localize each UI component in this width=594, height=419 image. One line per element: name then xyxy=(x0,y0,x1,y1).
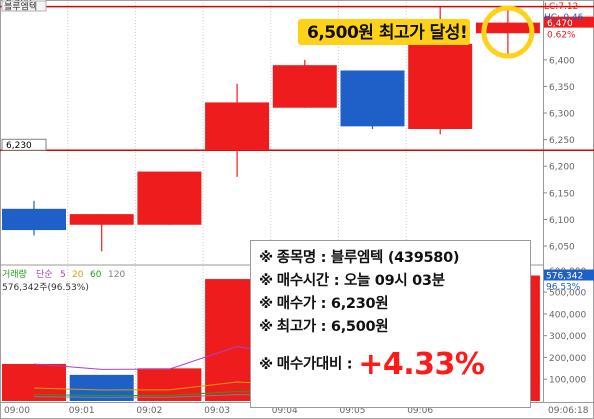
candle-body xyxy=(340,70,405,127)
title-tab xyxy=(1,0,47,12)
time-tick-label: 09:05 xyxy=(340,406,366,416)
reference-tag-label: 6,230 xyxy=(6,141,32,151)
annotation-text: 6,500원 최고가 달성! xyxy=(307,22,467,43)
time-tick-label: 09:01 xyxy=(69,406,95,416)
volume-ma-period: 20 xyxy=(72,270,84,280)
price-tick-label: 6,300 xyxy=(549,110,575,120)
candle-body xyxy=(272,65,337,108)
reference-tag xyxy=(1,138,47,151)
volume-current-pct: 96.53% xyxy=(546,283,581,293)
return-percent: +4.33% xyxy=(358,347,485,382)
candle-body xyxy=(205,102,270,151)
highlight-circle xyxy=(481,5,535,59)
time-tick-label: 09:04 xyxy=(272,406,298,416)
time-tick-label: 09:06:18 xyxy=(548,406,589,416)
indicator-lc-label: LC:7.12 xyxy=(544,2,578,12)
volume-current-label: 576,342 xyxy=(546,272,583,282)
volume-ma-period: 60 xyxy=(90,270,102,280)
price-tick-label: 6,250 xyxy=(549,136,575,146)
volume-header-name: 거래량 xyxy=(2,268,27,280)
info-buy-time: ※ 매수시간 : 오늘 09시 03분 xyxy=(259,273,445,289)
price-tick-label: 6,150 xyxy=(549,189,575,199)
price-change-label: 0.62% xyxy=(547,31,576,41)
volume-ma-period: 120 xyxy=(108,270,125,280)
volume-tick-label: 300,000 xyxy=(549,332,586,342)
volume-tick-label: 100,000 xyxy=(549,376,586,386)
info-stock-name: ※ 종목명 : 블루엠텍 (439580) xyxy=(259,250,460,266)
price-tick-label: 6,400 xyxy=(549,56,575,66)
candle-body xyxy=(137,171,202,225)
candle-body xyxy=(69,214,134,225)
chart-title: 블루엠텍 xyxy=(4,1,37,13)
price-tick-label: 6,350 xyxy=(549,83,575,93)
price-tick-label: 6,050 xyxy=(549,243,575,253)
volume-bar xyxy=(2,363,66,401)
candle-body xyxy=(475,22,540,34)
price-tick-label: 6,100 xyxy=(549,216,575,226)
current-price-label: 6,470 xyxy=(547,19,573,29)
time-tick-label: 09:06 xyxy=(407,406,433,416)
volume-tick-label: 200,000 xyxy=(549,354,586,364)
volume-current-tag xyxy=(544,269,594,281)
info-buy-price: ※ 매수가 : 6,230원 xyxy=(259,296,389,312)
candle-body xyxy=(408,43,473,130)
time-tick-label: 09:02 xyxy=(136,406,162,416)
trade-info-panel: ※ 종목명 : 블루엠텍 (439580) ※ 매수시간 : 오늘 09시 03분 … xyxy=(250,240,531,408)
volume-tick-label: 400,000 xyxy=(549,310,586,320)
info-high-price: ※ 최고가 : 6,500원 xyxy=(259,319,389,335)
time-tick-label: 09:03 xyxy=(204,406,230,416)
current-price-tag xyxy=(544,16,594,28)
volume-ma-period: 5 xyxy=(60,270,66,280)
annotation-box xyxy=(298,19,470,45)
time-tick-label: 09:00 xyxy=(4,406,30,416)
info-return: ※ 매수가대비 : +4.33% xyxy=(259,347,485,382)
indicator-hc-label: HC:-0.46 xyxy=(544,13,584,23)
volume-header-ma: 단순 xyxy=(36,269,53,280)
volume-summary: 576,342주(96.53%) xyxy=(2,282,89,293)
volume-tick-label: 500,000 xyxy=(549,289,586,299)
price-tick-label: 6,200 xyxy=(549,163,575,173)
candle-body xyxy=(2,208,66,231)
